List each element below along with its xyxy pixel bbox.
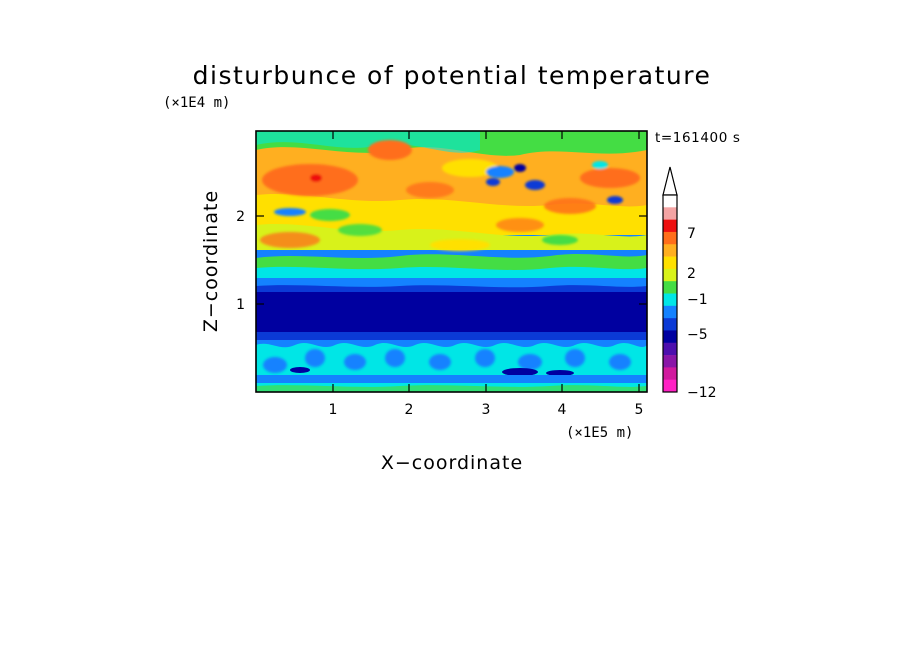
axis-ticks — [256, 131, 647, 392]
colorbar-segment — [663, 305, 677, 319]
x-unit-label: (×1E5 m) — [566, 425, 633, 441]
colorbar-segment — [663, 379, 677, 393]
colorbar-segment — [663, 355, 677, 368]
colorbar-segment — [663, 244, 677, 257]
colorbar-tick-label: −5 — [687, 327, 708, 343]
y-tick-label: 1 — [236, 297, 245, 313]
y-unit-label: (×1E4 m) — [163, 95, 230, 111]
x-tick-label: 5 — [635, 402, 644, 418]
colorbar-tick-label: −1 — [687, 292, 708, 308]
colorbar-segment — [663, 231, 677, 245]
plot-frame — [255, 130, 648, 393]
colorbar-segment — [663, 256, 677, 270]
x-tick-label: 2 — [405, 402, 414, 418]
colorbar-segment — [663, 318, 677, 331]
colorbar-tick-label: 2 — [687, 266, 696, 282]
colorbar-segment — [663, 293, 677, 307]
colorbar-segment — [663, 342, 677, 356]
colorbar-segment — [663, 281, 677, 294]
y-tick-label: 2 — [236, 209, 245, 225]
colorbar-tick-label: −12 — [687, 385, 717, 401]
colorbar-segment — [663, 268, 677, 282]
heatmap-field — [256, 131, 647, 392]
colorbar-frame — [662, 194, 678, 393]
colorbar-segment — [663, 219, 677, 233]
time-label: t=161400 s — [655, 130, 740, 146]
colorbar-segment — [663, 195, 677, 208]
colorbar-tick-label: 7 — [687, 226, 696, 242]
x-axis-label: X−coordinate — [381, 452, 523, 474]
chart-title: disturbunce of potential temperature — [193, 61, 712, 90]
colorbar — [662, 166, 678, 393]
y-axis-label: Z−coordinate — [200, 190, 222, 332]
x-tick-label: 3 — [482, 402, 491, 418]
x-tick-label: 1 — [329, 402, 338, 418]
colorbar-segment — [663, 330, 677, 344]
x-tick-label: 4 — [558, 402, 567, 418]
colorbar-segment — [663, 367, 677, 380]
colorbar-extend-arrow — [662, 166, 678, 196]
colorbar-segment — [663, 207, 677, 220]
